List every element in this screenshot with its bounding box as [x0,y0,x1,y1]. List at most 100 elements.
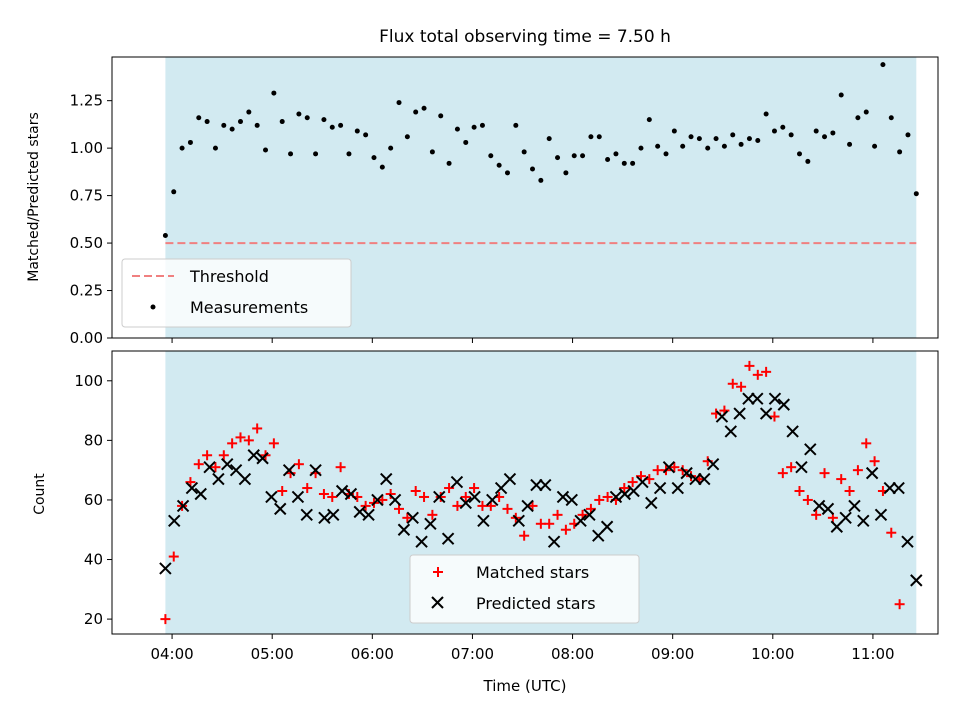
legend-predicted-swatch [431,596,444,609]
predicted-star-point [768,392,782,405]
predicted-star-point [530,478,543,492]
predicted-star-point [353,505,366,519]
measurement-point [187,139,193,145]
measurement-point [646,117,652,123]
measurement-point [822,134,828,140]
matched-star-point [727,378,738,389]
matched-star-point [794,486,805,497]
predicted-star-point [777,398,791,411]
measurement-point [621,160,627,166]
matched-star-point [193,459,204,470]
measurement-point [538,177,544,183]
y-tick-label: 1.00 [70,139,103,157]
matched-star-point [894,599,905,610]
bottom-y-axis-label: Count [32,473,48,515]
matched-star-point [385,488,396,499]
measurement-point [855,115,861,121]
measurement-point [379,164,385,170]
matched-star-point [452,500,463,511]
predicted-star-point [433,490,446,504]
matched-star-point [252,423,263,434]
matched-star-point [869,456,880,467]
matched-star-point [786,462,797,473]
matched-star-point [218,450,229,461]
matched-star-point [602,491,613,502]
measurement-point [221,122,227,128]
predicted-star-point [344,487,358,501]
matched-star-point [736,381,747,392]
measurement-point [246,109,252,115]
measurement-point [354,128,360,134]
legend-threshold-label: Threshold [189,267,269,286]
measurement-point [179,145,185,151]
measurement-point [388,145,394,151]
measurement-point [663,151,669,157]
predicted-star-point [759,407,773,420]
predicted-star-point [168,514,181,528]
measurement-point [688,134,694,140]
measurement-point [897,149,903,155]
matched-star-point [210,462,221,473]
matched-star-point [769,411,780,422]
predicted-star-point [176,499,190,513]
predicted-star-point [468,490,481,504]
predicted-star-point [185,481,199,495]
predicted-star-point [424,517,437,530]
measurement-point [805,158,811,164]
y-tick-label: 80 [84,431,103,449]
legend-predicted-label: Predicted stars [476,594,596,613]
measurement-point [229,126,235,132]
measurement-point [830,130,836,136]
matched-star-point [886,527,897,538]
top-legend: Threshold Measurements [121,258,352,328]
measurement-point [396,100,402,106]
predicted-star-point [865,466,879,480]
measurement-point [763,111,769,117]
measurement-point [479,122,485,128]
predicted-star-point [371,493,384,507]
measurement-point [680,143,686,149]
predicted-star-point [874,508,888,522]
matched-star-point [318,488,329,499]
x-tick-label: 11:00 [851,645,894,663]
legend-measurements-swatch [150,304,156,310]
matched-star-point [293,459,304,470]
predicted-star-point [689,472,702,486]
measurement-point [696,136,702,142]
measurement-point [296,111,302,117]
predicted-star-point [662,460,676,474]
top-y-axis-label: Matched/Predicted stars [26,112,42,282]
x-axis-label: Time (UTC) [483,677,567,695]
measurement-point [738,141,744,147]
matched-star-point [619,483,630,494]
x-tick-label: 05:00 [251,645,294,663]
matched-star-point [560,524,571,535]
legend-matched-swatch [433,567,443,577]
predicted-star-point [539,478,552,492]
matched-star-point [277,486,288,497]
top-y-ticks: 0.00 0.25 0.50 0.75 1.00 1.25 [70,92,112,347]
measurement-point [346,151,352,157]
matched-star-point [460,491,471,502]
top-plot-frame [111,56,939,339]
predicted-star-point [680,466,693,480]
measurement-point [454,126,460,132]
predicted-star-point [327,508,340,522]
matched-star-point [402,512,413,523]
matched-star-point [652,465,663,476]
predicted-star-point [256,452,269,465]
predicted-star-point [742,392,755,405]
measurement-point [671,128,677,134]
predicted-star-point [282,463,296,477]
predicted-star-point [671,481,684,495]
x-tick-label: 09:00 [651,645,694,663]
measurement-point [847,141,853,147]
measurement-point [546,136,552,142]
predicted-star-point [521,499,534,513]
measurement-point [471,124,477,130]
predicted-star-point [645,496,658,510]
matched-star-point [435,491,446,502]
predicted-star-point [857,514,870,528]
matched-star-point [168,551,179,562]
